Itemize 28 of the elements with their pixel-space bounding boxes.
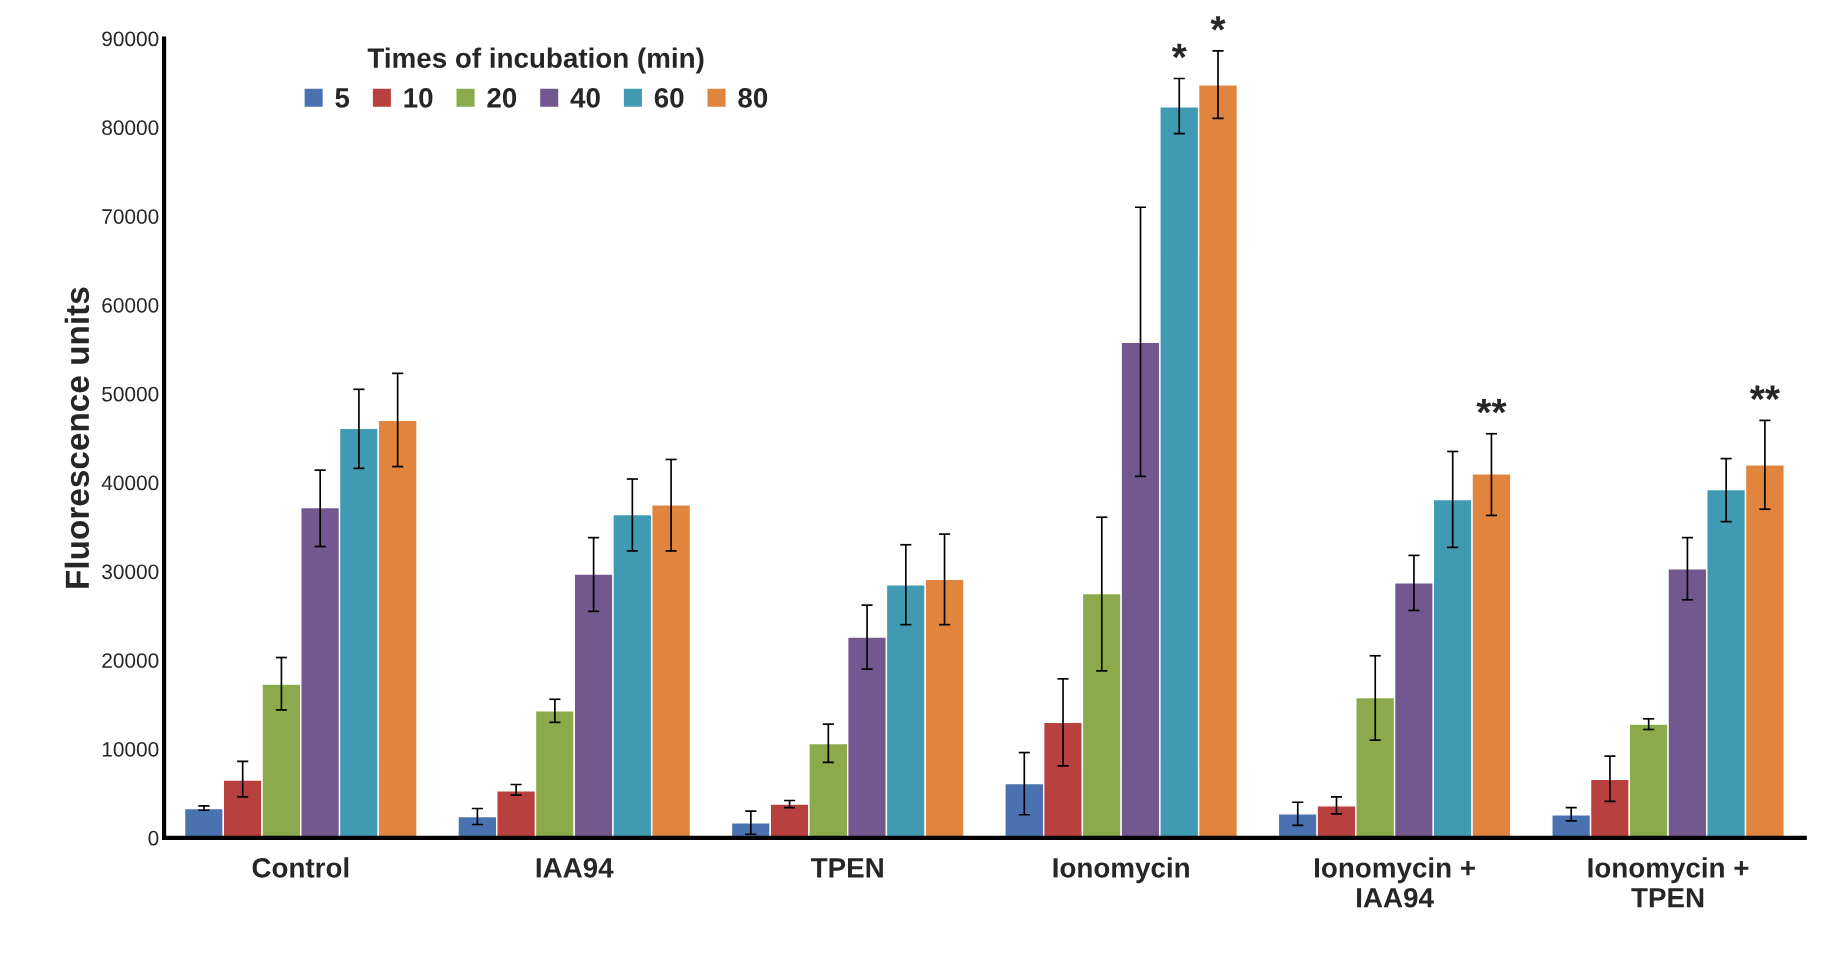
x-tick-label: TPEN xyxy=(810,858,883,878)
y-tick-label: 50000 xyxy=(102,386,159,402)
x-tick-label: Ionomycin + IAA94 xyxy=(1315,857,1475,908)
y-axis-title: Fluorescence units xyxy=(64,287,90,588)
x-tick-label: Ionomycin xyxy=(1053,857,1189,884)
legend-label: 60 xyxy=(654,88,684,108)
x-tick-label: IAA94 xyxy=(536,857,614,878)
legend-label: 80 xyxy=(738,88,768,108)
legend-title: Times of incubation (min) xyxy=(367,47,704,74)
y-tick-label: 0 xyxy=(148,830,159,846)
y-tick-label: 80000 xyxy=(102,120,159,136)
legend-label: 5 xyxy=(335,88,350,108)
y-tick-label: 70000 xyxy=(102,209,159,224)
y-tick-label: 10000 xyxy=(102,742,159,757)
legend-label: 10 xyxy=(404,88,433,108)
annotation: ** xyxy=(1749,385,1780,401)
y-tick-label: 60000 xyxy=(102,297,159,313)
y-tick-label: 30000 xyxy=(102,564,159,580)
y-tick-label: 90000 xyxy=(102,31,159,47)
x-tick-label: Control xyxy=(252,857,349,878)
annotation: ** xyxy=(1476,398,1507,414)
text: * xyxy=(1210,16,1226,31)
legend-label: 40 xyxy=(570,88,600,108)
x-tick-label: Ionomycin + TPEN xyxy=(1588,857,1749,908)
y-tick-label: 20000 xyxy=(102,653,159,668)
y-tick-label: 40000 xyxy=(101,475,159,491)
legend-label: 20 xyxy=(487,88,517,108)
annotation: * xyxy=(1171,43,1187,59)
